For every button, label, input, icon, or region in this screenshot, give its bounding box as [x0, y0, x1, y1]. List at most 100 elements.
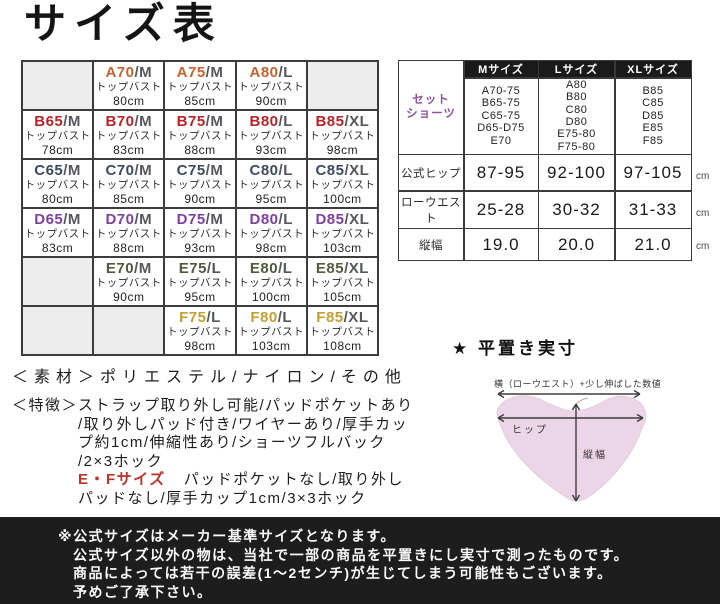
list-item: C65-75 [481, 109, 521, 122]
size-cell-A75: A75/M トップバスト 85cm [165, 62, 235, 109]
list-item: D80 [565, 116, 588, 128]
panty-diagram: ヒップ 縦幅 [496, 389, 647, 502]
list-item: F75-80 [557, 140, 596, 153]
row-label-lowwaist: ローウエスト [399, 191, 463, 228]
vertical-height-arrow [571, 403, 581, 502]
size-cell-C85: C85/XL トップバスト 100cm [307, 160, 377, 207]
list-item: E85 [642, 122, 664, 135]
ribbon-mark [571, 397, 589, 411]
list-item: E75-80 [557, 128, 596, 141]
features-ef-text-2: パッドなし/厚手カップ1cm/3×3ホック [78, 489, 367, 507]
height-label: 縦幅 [583, 448, 607, 461]
col-header-m: Mサイズ [464, 61, 538, 77]
list-item: B85 [642, 84, 664, 97]
size-cell-E70: E70/M トップバスト 90cm [94, 258, 164, 305]
list-item: セット [412, 94, 450, 107]
list-item: F85 [642, 134, 664, 147]
set-shorts-m-list: A70-75 B65-75 C65-75 D65-D75 E70 [464, 78, 538, 154]
unit-cm-hip: cm [696, 171, 710, 182]
list-item: B65-75 [481, 97, 521, 110]
list-item: C85 [642, 97, 664, 110]
col-header-xl: XLサイズ [615, 61, 691, 77]
hip-xl: 97-105 [615, 155, 691, 190]
size-cell-F80: F80/L トップバスト 103cm [236, 307, 306, 354]
col-header-l: Lサイズ [539, 61, 614, 77]
size-grid: A70/M トップバスト 80cm A75/M トップバスト 85cm A80/L トップバス… [21, 60, 379, 356]
hip-label: ヒップ [512, 424, 548, 436]
size-cell-C80: C80/L トップバスト 95cm [236, 160, 306, 207]
size-cell-E80: E80/L トップバスト 100cm [236, 258, 306, 305]
hip-m: 87-95 [464, 155, 538, 190]
material-label: ＜素材＞ [12, 369, 101, 386]
features-ef-text-1: パッドポケットなし/取り外し [183, 471, 404, 488]
list-item: D65-D75 [477, 122, 525, 135]
flat-measure-title: ★ 平置き実寸 [452, 339, 578, 358]
features-ef-line: E・Fサイズ パッドポケットなし/取り外し [78, 471, 414, 490]
list-item: 予めご了承下さい。 [73, 583, 213, 600]
unit-cm-height: cm [696, 241, 710, 252]
row-label-height: 縦幅 [399, 229, 463, 260]
list-item: 商品によっては若干の誤差(1～2センチ)が生じてしまう可能性もございます。 [73, 565, 613, 581]
features-block: ＜特徴＞ ストラップ取り外し可能/パッドポケットあり /取り外しパッド付き/ワイ… [12, 397, 414, 508]
height-xl: 21.0 [615, 229, 691, 260]
size-cell-B70: B70/M トップバスト 83cm [94, 111, 164, 158]
shorts-size-table-grid: セット ショーツ Mサイズ Lサイズ XLサイズ A70-75 B65-75 C65-… [398, 60, 692, 261]
footer-lines: ※公式サイズはメーカー基準サイズとなります。公式サイズ以外の物は、当社で一部の商… [58, 527, 720, 601]
set-shorts-label: セット ショーツ [399, 61, 463, 154]
set-shorts-l-list: A80 B80 C80 D80 E75-80 F75-80 [539, 78, 614, 154]
size-cell-B65: B65/M トップバスト 78cm [23, 111, 93, 158]
size-cell-C75: C75/M トップバスト 90cm [165, 160, 235, 207]
size-cell-C65: C65/M トップバスト 80cm [23, 160, 93, 207]
list-item: E70 [490, 134, 512, 147]
page-title: サイズ表 [24, 0, 223, 47]
size-cell-D80: D80/L トップバスト 98cm [236, 209, 306, 256]
size-cell-empty [94, 307, 164, 354]
size-cell-D65: D65/M トップバスト 83cm [23, 209, 93, 256]
hip-l: 92-100 [539, 155, 614, 190]
size-cell-F85: F85/XL トップバスト 108cm [307, 307, 377, 354]
top-width-arrow [497, 389, 641, 399]
features-line-4: /2×3ホック [78, 452, 164, 470]
hip-arrow [497, 413, 644, 423]
features-line-1: ストラップ取り外し可能/パッドポケットあり [78, 397, 414, 414]
row-label-hip: 公式ヒップ [399, 155, 463, 190]
ef-size-label: E・Fサイズ [78, 471, 166, 488]
unit-cm-lowwaist: cm [696, 208, 710, 219]
size-cell-A70: A70/M トップバスト 80cm [94, 62, 164, 109]
set-shorts-xl-list: B85 C85 D85 E85 F85 [615, 78, 691, 154]
size-cell-C70: C70/M トップバスト 85cm [94, 160, 164, 207]
diagram-top-label: 横（ローウエスト）+少し伸ばした数値 [494, 379, 662, 389]
footer-disclaimer: ※公式サイズはメーカー基準サイズとなります。公式サイズ以外の物は、当社で一部の商… [0, 517, 720, 604]
list-item: A80 [565, 78, 588, 91]
size-cell-E75: E75/L トップバスト 95cm [165, 258, 235, 305]
list-item: 公式サイズ以外の物は、当社で一部の商品を平置きにし実寸で測ったものです。 [73, 546, 630, 563]
panty-shape [496, 395, 647, 502]
list-item: ※公式サイズはメーカー基準サイズとなります。 [58, 528, 396, 544]
lowwaist-xl: 31-33 [615, 191, 691, 228]
size-cell-B80: B80/L トップバスト 93cm [236, 111, 306, 158]
size-cell-B75: B75/M トップバスト 88cm [165, 111, 235, 158]
size-cell-empty [23, 307, 93, 354]
height-l: 20.0 [539, 229, 614, 260]
height-m: 19.0 [464, 229, 538, 260]
size-cell-D85: D85/XL トップバスト 103cm [307, 209, 377, 256]
size-cell-empty [23, 258, 93, 305]
lowwaist-m: 25-28 [464, 191, 538, 228]
size-cell-empty [23, 62, 93, 109]
shorts-size-table: セット ショーツ Mサイズ Lサイズ XLサイズ A70-75 B65-75 C65-… [398, 60, 709, 261]
features-line-2: /取り外しパッド付き/ワイヤーあり/厚手カッ [78, 415, 409, 433]
list-item: ショーツ [406, 108, 456, 121]
size-cell-E85: E85/XL トップバスト 105cm [307, 258, 377, 305]
material-line: ＜素材＞ポリエステル/ナイロン/その他 [12, 363, 407, 387]
size-cell-D70: D70/M トップバスト 88cm [94, 209, 164, 256]
list-item: D85 [642, 109, 664, 122]
lowwaist-l: 30-32 [539, 191, 614, 228]
size-cell-A80: A80/L トップバスト 90cm [236, 62, 306, 109]
list-item: C80 [565, 103, 588, 116]
features-label: ＜特徴＞ [12, 397, 79, 414]
material-text: ポリエステル/ナイロン/その他 [100, 369, 407, 386]
size-cell-B85: B85/XL トップバスト 98cm [307, 111, 377, 158]
features-line-3: プ約1cm/伸縮性あり/ショーツフルバック [78, 434, 386, 451]
list-item: A70-75 [481, 84, 521, 97]
